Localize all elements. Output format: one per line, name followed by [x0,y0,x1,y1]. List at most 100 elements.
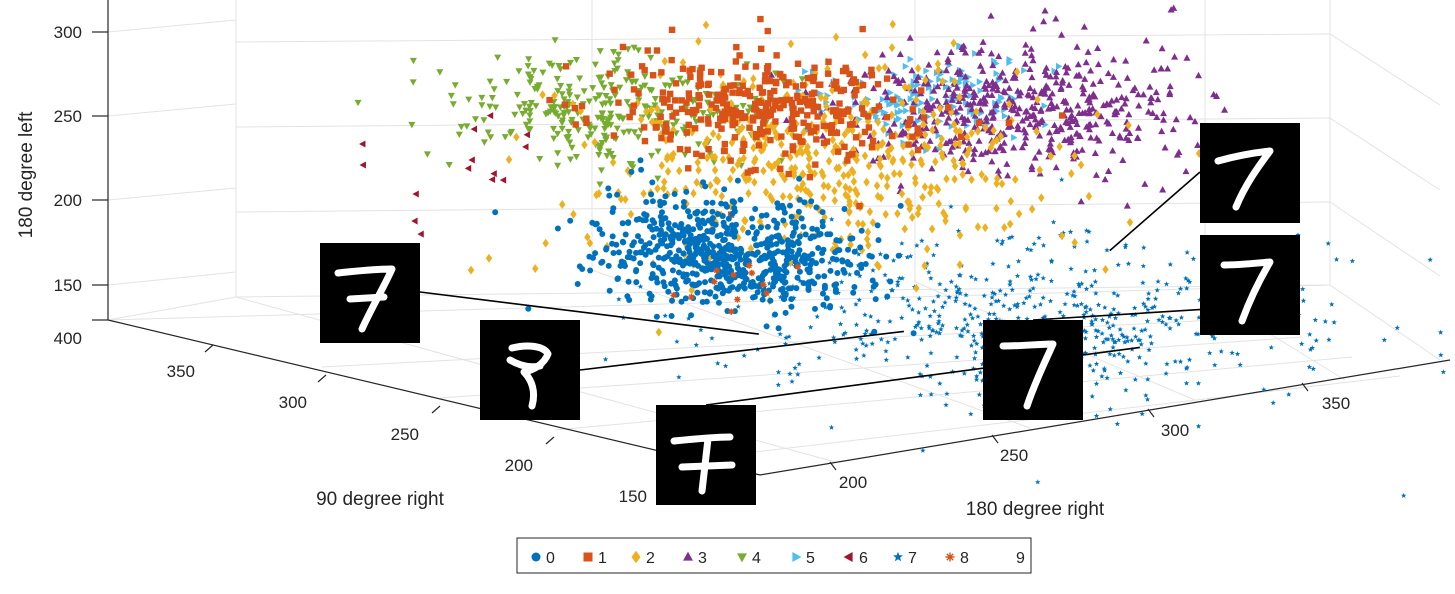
data-point-0 [669,297,675,304]
data-point-7 [1132,311,1139,317]
data-point-2 [898,189,906,199]
data-point-3 [1182,167,1190,175]
y-tick-label: 250 [391,425,419,444]
data-point-7 [918,336,925,342]
data-point-0 [737,196,744,203]
data-point-7 [1037,301,1044,307]
data-point-2 [804,148,812,158]
data-point-4 [423,151,431,158]
data-point-1 [792,83,800,90]
data-point-3 [1158,127,1166,135]
data-point-2 [882,209,889,219]
data-point-7 [1082,350,1089,356]
data-point-7 [927,373,933,379]
data-point-3 [963,81,971,89]
data-point-2 [846,197,853,207]
data-point-0 [751,235,758,242]
data-point-7 [1009,234,1015,240]
data-point-4 [601,120,609,128]
data-point-2 [912,178,919,188]
data-point-0 [609,233,616,240]
data-point-3 [1029,25,1037,32]
digit-7-sample [1200,235,1300,335]
data-point-2 [551,91,558,101]
data-point-2 [854,189,861,199]
legend-marker [945,552,955,562]
data-point-2 [943,174,950,184]
data-point-1 [777,165,784,172]
data-point-7 [912,324,919,330]
data-point-3 [975,49,983,56]
data-point-4 [526,118,534,125]
data-point-7 [930,327,936,333]
data-point-3 [1129,86,1137,94]
legend-entry-0: 0 [531,550,555,567]
data-point-3 [998,69,1007,76]
data-point-2 [875,262,883,271]
data-point-2 [741,216,748,226]
data-point-4 [519,110,527,118]
data-point-7 [853,301,859,307]
data-point-7 [1002,291,1009,297]
data-point-3 [1068,111,1076,119]
data-point-1 [858,140,866,147]
data-point-7 [829,216,835,222]
data-point-7 [1111,352,1117,358]
data-point-3 [950,89,958,96]
data-point-4 [567,119,575,127]
data-point-7 [973,276,979,282]
data-point-0 [845,246,851,253]
data-point-7 [1145,307,1151,313]
data-point-2 [789,129,796,139]
data-point-0 [764,223,771,230]
data-point-7 [1048,278,1055,284]
data-point-4 [591,125,599,132]
data-point-2 [711,165,719,175]
data-point-3 [953,84,961,91]
z-tick-label: 150 [54,276,82,295]
data-point-5 [802,67,809,76]
y-tick-label: 300 [279,393,307,412]
data-point-0 [704,228,711,235]
series-6-points [359,112,530,238]
data-point-4 [587,131,595,138]
data-point-7 [1124,334,1130,340]
data-point-1 [856,202,863,210]
data-point-1 [834,148,842,155]
data-point-7 [1175,290,1182,296]
data-point-7 [914,242,920,248]
data-point-2 [993,203,1000,213]
data-point-7 [1095,302,1102,308]
data-point-7 [939,322,946,328]
data-point-7 [991,311,997,317]
data-point-7 [1309,345,1316,351]
data-point-0 [785,285,792,292]
data-point-7 [1104,375,1110,381]
data-point-7 [888,287,895,293]
data-point-2 [962,202,970,212]
data-point-0 [794,274,801,281]
data-point-0 [668,313,675,319]
data-point-2 [951,174,958,184]
data-point-3 [1008,105,1016,112]
data-point-2 [694,157,701,167]
data-point-7 [1086,228,1092,235]
data-point-7 [919,237,925,244]
data-point-2 [736,156,743,166]
data-point-4 [558,125,566,133]
data-point-2 [885,151,892,161]
data-point-3 [1085,109,1093,117]
data-point-7 [1087,306,1093,312]
data-point-0 [783,257,790,264]
data-point-7 [916,319,922,325]
data-point-3 [1113,96,1121,103]
data-point-4 [531,85,539,93]
data-point-3 [964,167,972,175]
data-point-4 [566,139,574,146]
data-point-4 [574,127,582,134]
data-point-1 [835,112,842,119]
data-point-1 [641,66,648,74]
data-point-2 [861,50,869,60]
data-point-0 [706,290,713,297]
data-point-2 [767,191,774,201]
